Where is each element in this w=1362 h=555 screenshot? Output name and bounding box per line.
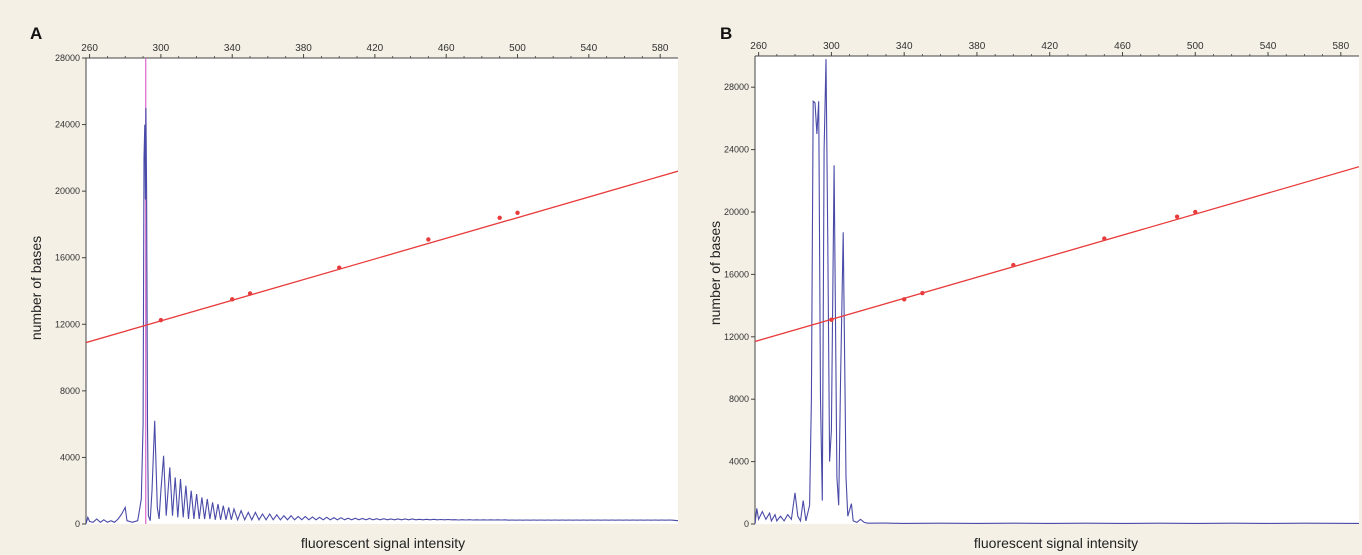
fit-data-point-b [829,317,834,322]
fit-data-point-b [1011,262,1016,268]
y-tick-label-a: 0 [75,519,80,529]
y-tick-label-a: 28000 [55,53,80,63]
fit-series-line-b [755,166,1359,343]
chart-panel-b: B fluorescent signal intensity number of… [681,0,1362,555]
x-tick-label-a: 300 [153,43,170,54]
panel-letter-b: B [720,24,733,43]
plot-area-b [755,56,1359,524]
y-tick-label-a: 24000 [55,120,80,130]
y-tick-label-b: 16000 [724,269,749,279]
y-tick-label-b: 24000 [724,145,749,155]
fit-data-point-b [1174,214,1180,219]
x-tick-label-b: 340 [896,41,913,52]
y-tick-label-a: 16000 [55,253,80,263]
y-tick-label-b: 4000 [729,457,749,467]
fit-data-point-b [920,290,925,296]
x-tick-label-b: 500 [1187,41,1204,52]
x-tick-label-a: 420 [367,43,384,54]
chart-panel-a: A fluorescent signal intensity number of… [28,24,678,551]
x-tick-label-b: 540 [1260,41,1277,52]
x-axis-title-a: fluorescent signal intensity [300,535,466,551]
x-tick-label-a: 260 [81,43,98,54]
signal-series-line-a [86,107,678,524]
fit-data-point-a [337,265,342,270]
signal-series-line-b [755,59,1359,524]
x-tick-label-a: 500 [509,43,526,54]
fit-data-point-b [901,297,907,302]
y-tick-label-b: 28000 [724,82,749,92]
fit-data-point-a [158,317,164,323]
x-tick-label-b: 380 [969,41,986,52]
fit-data-point-a [230,297,235,302]
y-tick-label-b: 0 [744,519,749,529]
y-tick-label-a: 8000 [60,386,80,396]
fit-data-point-a [426,237,431,242]
fit-data-point-a [247,291,253,296]
y-tick-label-a: 4000 [60,452,80,462]
y-tick-label-a: 20000 [55,186,80,196]
y-tick-label-b: 8000 [729,394,749,404]
x-tick-label-b: 460 [1114,41,1131,52]
x-tick-label-b: 300 [823,41,840,52]
x-tick-label-a: 340 [224,43,241,54]
chart-svg-a: 260 300 340 380 420 460 500 540 580 0 4000 8000 1200… [55,43,678,529]
y-tick-label-b: 12000 [724,332,749,342]
x-tick-label-a: 380 [295,43,312,54]
plot-area-a [86,58,678,524]
chart-svg-b: 260 300 340 380 420 460 500 540 580 0 4000 8000 1200… [724,41,1359,529]
x-axis-title-b: fluorescent signal intensity [973,535,1139,551]
x-tick-label-a: 460 [438,43,455,54]
x-tick-label-b: 580 [1332,41,1349,52]
fit-data-point-b [1102,236,1107,241]
y-tick-label-b: 20000 [724,207,749,217]
x-tick-label-a: 580 [652,43,669,54]
fit-data-point-a [497,215,502,220]
x-tick-label-a: 540 [580,43,597,54]
fit-series-line-a [86,170,678,344]
x-tick-label-b: 420 [1041,41,1058,52]
x-tick-label-b: 260 [750,41,767,52]
fit-data-point-a [515,210,520,215]
y-tick-label-a: 12000 [55,319,80,329]
panel-letter-a: A [30,24,43,43]
fit-data-point-b [1193,209,1198,215]
